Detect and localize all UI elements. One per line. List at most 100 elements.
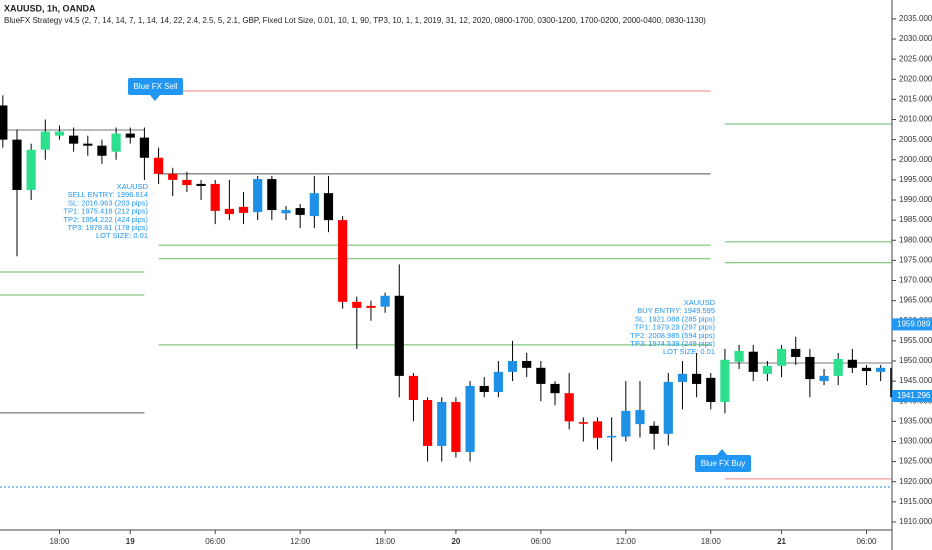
- candle-body: [210, 183, 220, 211]
- candle-body: [578, 422, 588, 424]
- candle-body: [153, 157, 164, 174]
- candle-body: [706, 377, 716, 403]
- candle-body: [876, 367, 886, 372]
- candle-body: [139, 137, 150, 158]
- signal-info: SL: 1921.088 (285 pips): [635, 314, 716, 323]
- candle-body: [182, 179, 192, 186]
- candle-body: [507, 360, 518, 372]
- y-tick-label: 1970.000: [899, 276, 932, 285]
- candle-body: [791, 348, 801, 357]
- y-tick-label: 2025.000: [899, 54, 932, 63]
- y-tick-label: 2030.000: [899, 34, 932, 43]
- x-tick-label: 21: [777, 537, 786, 546]
- candle-body: [295, 208, 305, 215]
- candle-body: [253, 179, 263, 213]
- candle-body: [635, 410, 645, 425]
- y-tick-label: 1990.000: [899, 195, 932, 204]
- signal-info: TP1: 1979.29 (297 pips): [635, 323, 716, 332]
- candle-body: [408, 375, 419, 401]
- price-badge-label: 1941.296: [897, 391, 931, 400]
- price-badge: [892, 390, 932, 403]
- y-tick-label: 1930.000: [899, 437, 932, 446]
- candle-body: [493, 371, 503, 392]
- candle-body: [97, 145, 107, 156]
- signal-info: LOT SIZE: 0.01: [96, 231, 148, 240]
- buy-tag-arrow: [717, 449, 727, 455]
- candle-body: [168, 173, 178, 180]
- sell-tag-arrow: [150, 95, 160, 101]
- candle-body: [592, 421, 603, 438]
- y-tick-label: 2015.000: [899, 95, 932, 104]
- candle-body: [196, 183, 206, 186]
- candle-body: [734, 350, 744, 362]
- signal-info: XAUUSD: [117, 182, 149, 191]
- candle-body: [564, 393, 574, 422]
- y-tick-label: 1975.000: [899, 255, 932, 264]
- candle-body: [451, 402, 461, 452]
- price-badge: [892, 318, 932, 331]
- candle-body: [437, 402, 447, 446]
- signal-info: LOT SIZE: 0.01: [663, 347, 715, 356]
- signal-info: TP3: 1974.539 (249 pips): [630, 339, 715, 348]
- candle-body: [125, 133, 135, 138]
- indicator-label: BlueFX Strategy v4.5 (2, 7, 14, 14, 7, 1…: [4, 16, 706, 25]
- candle-body: [536, 367, 546, 384]
- y-tick-label: 2010.000: [899, 115, 932, 124]
- candle-body: [281, 210, 291, 214]
- x-tick-label: 18:00: [375, 537, 396, 546]
- candle-body: [663, 381, 673, 434]
- y-tick-label: 1955.000: [899, 336, 932, 345]
- x-tick-label: 19: [126, 537, 135, 546]
- y-tick-label: 1935.000: [899, 416, 932, 425]
- y-tick-label: 1995.000: [899, 175, 932, 184]
- x-tick-label: 18:00: [701, 537, 722, 546]
- candle-body: [550, 383, 560, 394]
- candle-body: [380, 295, 390, 307]
- candle-body: [54, 131, 65, 136]
- signal-info: TP3: 1978.81 (178 pips): [68, 223, 149, 232]
- candle-body: [621, 410, 631, 437]
- y-tick-label: 1945.000: [899, 376, 932, 385]
- candle-body: [720, 359, 730, 403]
- candle-body: [861, 367, 872, 372]
- candle-body: [465, 385, 475, 452]
- candle-body: [309, 193, 319, 217]
- candle-body: [847, 359, 857, 368]
- candle-body: [677, 373, 688, 382]
- candle-body: [522, 360, 532, 368]
- candle-body: [323, 193, 334, 221]
- x-tick-label: 18:00: [49, 537, 70, 546]
- sell-tag-box: [128, 78, 183, 95]
- x-tick-label: 06:00: [531, 537, 552, 546]
- y-tick-label: 2000.000: [899, 155, 932, 164]
- signal-info: TP2: 1954.222 (424 pips): [63, 215, 148, 224]
- y-tick-label: 2005.000: [899, 135, 932, 144]
- buy-tag: Blue FX Buy: [701, 459, 745, 468]
- signal-info: TP1: 1975.418 (212 pips): [63, 207, 148, 216]
- y-tick-label: 1920.000: [899, 477, 932, 486]
- candle-body: [607, 435, 617, 438]
- y-tick-label: 1980.000: [899, 235, 932, 244]
- signal-info: TP2: 2008.985 (594 pips): [630, 331, 715, 340]
- candle-body: [819, 375, 829, 382]
- candle-body: [776, 348, 787, 366]
- candle-body: [352, 301, 362, 308]
- y-tick-label: 1985.000: [899, 215, 932, 224]
- candle-body: [40, 131, 50, 150]
- x-tick-label: 06:00: [205, 537, 226, 546]
- signal-info: SELL ENTRY: 1996.614: [68, 190, 148, 199]
- candle-body: [422, 400, 433, 446]
- y-tick-label: 1925.000: [899, 457, 932, 466]
- x-tick-label: 12:00: [616, 537, 637, 546]
- y-tick-label: 1915.000: [899, 497, 932, 506]
- plot-area: [0, 90, 892, 488]
- candle-body: [111, 133, 121, 152]
- candle-body: [762, 365, 773, 374]
- candle-body: [83, 143, 93, 146]
- candle-body: [69, 135, 79, 144]
- signal-info: BUY ENTRY: 1949.595: [637, 306, 715, 315]
- price-badge-label: 1959.089: [897, 320, 931, 329]
- y-tick-label: 1950.000: [899, 356, 932, 365]
- y-tick-label: 1910.000: [899, 517, 932, 526]
